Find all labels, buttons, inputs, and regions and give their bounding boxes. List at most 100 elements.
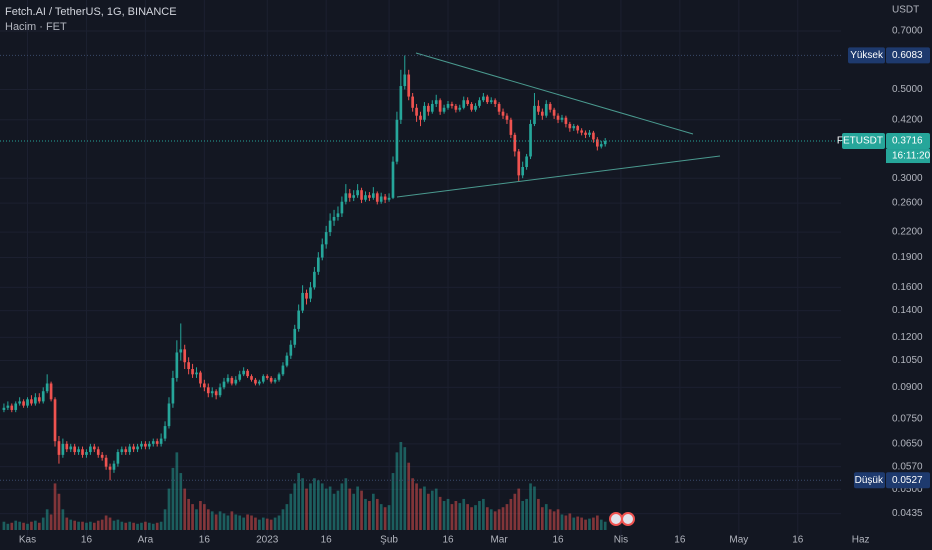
candle-body <box>372 193 375 198</box>
volume-bar <box>30 521 33 530</box>
volume-bar <box>155 522 159 530</box>
candle-body <box>509 119 513 135</box>
volume-bar <box>246 514 249 530</box>
candle-body <box>525 156 528 168</box>
candle-body <box>242 370 245 375</box>
volume-bar <box>57 493 61 530</box>
marker-value-box <box>886 47 930 64</box>
volume-bar <box>556 509 560 530</box>
candle-body <box>163 426 167 439</box>
candle-body <box>580 130 583 133</box>
candle-body <box>576 126 580 131</box>
volume-bar <box>167 488 171 530</box>
volume-bar <box>462 498 466 530</box>
candle-body <box>218 387 222 396</box>
candle-body <box>199 372 202 384</box>
volume-bar <box>2 521 6 530</box>
volume-bar <box>151 523 155 530</box>
volume-bar <box>434 488 438 530</box>
candle-body <box>387 197 391 200</box>
candle-body <box>269 377 273 382</box>
volume-bar <box>383 507 387 530</box>
candle-body <box>556 115 560 120</box>
volume-bar <box>415 483 418 530</box>
volume-bar <box>501 507 505 530</box>
candle-body <box>438 100 442 112</box>
y-tick-label: 0.1200 <box>892 332 923 343</box>
candle-body <box>175 352 179 378</box>
volume-bar <box>489 509 493 530</box>
candle-body <box>552 109 556 116</box>
volume-bar <box>218 511 222 530</box>
candle-body <box>124 449 128 453</box>
candle-body <box>423 105 426 120</box>
candle-body <box>226 377 230 382</box>
candle-body <box>505 115 509 120</box>
marker-value-box <box>886 133 930 150</box>
volume-bar <box>324 488 328 530</box>
volume-bar <box>45 509 49 530</box>
volume-bar <box>442 501 446 530</box>
volume-bar <box>69 519 73 530</box>
x-tick-label: 16 <box>199 535 211 546</box>
candle-body <box>18 401 21 404</box>
volume-bar <box>544 504 548 530</box>
volume-bar <box>576 516 580 530</box>
candle-body <box>191 369 194 375</box>
candle-body <box>603 141 607 145</box>
candle-body <box>6 405 10 408</box>
event-icon[interactable] <box>609 512 623 526</box>
candle-body <box>206 387 210 394</box>
volume-bar <box>261 517 265 530</box>
candle-body <box>203 383 206 388</box>
volume-bar <box>132 522 135 530</box>
candle-body <box>379 196 383 202</box>
candle-body <box>521 167 525 176</box>
volume-bar <box>183 488 187 530</box>
volume-bar <box>379 504 383 530</box>
volume-bar <box>85 522 88 530</box>
volume-bar <box>403 447 407 530</box>
volume-bar <box>411 478 414 530</box>
volume-bar <box>53 483 57 530</box>
volume-bar <box>238 515 242 530</box>
event-icon[interactable] <box>621 512 635 526</box>
candle-body <box>281 365 285 375</box>
candle-body <box>273 379 277 382</box>
candle-body <box>246 370 249 377</box>
candle-body <box>474 105 477 110</box>
volume-bar <box>120 521 124 530</box>
x-tick-label: 16 <box>552 535 564 546</box>
candle-body <box>568 123 572 129</box>
volume-bar <box>356 486 359 530</box>
volume-bar <box>395 452 399 530</box>
candle-body <box>136 446 139 450</box>
volume-bar <box>34 520 37 530</box>
candle-body <box>140 443 143 447</box>
volume-bar <box>478 501 481 530</box>
y-tick-label: 0.7000 <box>892 26 923 37</box>
marker-value: 0.0527 <box>892 475 923 486</box>
volume-bar <box>537 498 540 530</box>
candle-body <box>391 161 395 198</box>
y-tick-label: 0.1900 <box>892 252 923 263</box>
candle-body <box>69 446 73 450</box>
candle-body <box>478 100 481 106</box>
marker-label: FETUSDT <box>837 136 883 147</box>
volume-bar <box>596 515 599 530</box>
countdown: 16:11:20 <box>892 151 931 162</box>
candle-body <box>599 144 603 147</box>
volume-bar <box>289 493 293 530</box>
volume-bar <box>92 522 96 530</box>
volume-bar <box>128 521 132 530</box>
candle-body <box>37 397 41 402</box>
candle-body <box>419 115 422 120</box>
candle-body <box>26 399 29 406</box>
volume-bar <box>163 509 167 530</box>
candle-body <box>427 105 430 112</box>
y-tick-label: 0.0900 <box>892 382 923 393</box>
marker-value-box <box>886 472 930 489</box>
x-tick-label: Haz <box>852 535 870 546</box>
